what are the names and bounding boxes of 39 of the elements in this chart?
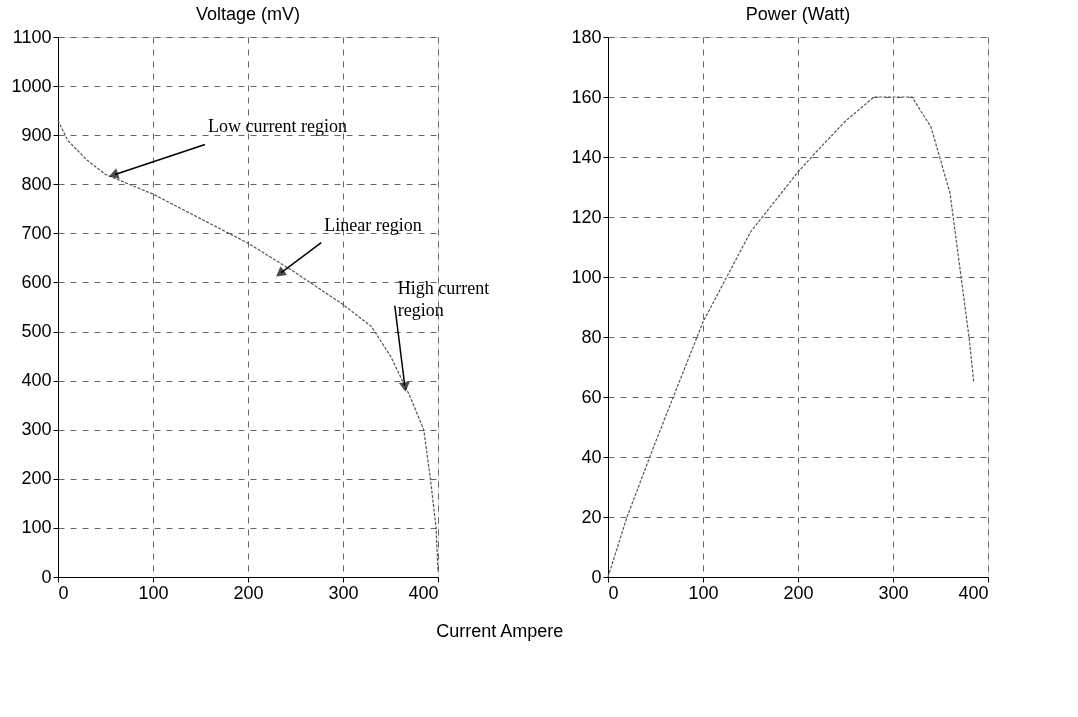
annotation: Linear region: [324, 214, 422, 235]
x-tick-label: 200: [233, 582, 264, 603]
x-tick-label: 100: [688, 582, 719, 603]
y-tick-label: 500: [21, 321, 52, 342]
y-tick-label: 60: [581, 386, 602, 407]
x-tick-label: 200: [783, 582, 814, 603]
y-tick-label: 600: [21, 271, 52, 292]
x-tick-label: 300: [878, 582, 909, 603]
y-tick-label: 800: [21, 173, 52, 194]
y-tick-label: 1100: [12, 26, 52, 47]
y-tick-label: 900: [21, 124, 52, 145]
x-tick-label: 400: [958, 582, 989, 603]
x-tick-label: 0: [608, 582, 619, 603]
y-tick-label: 0: [41, 566, 52, 587]
y-tick-label: 120: [571, 206, 602, 227]
x-tick-label: 300: [328, 582, 359, 603]
y-tick-label: 200: [21, 468, 52, 489]
y-tick-label: 140: [571, 146, 602, 167]
annotation: Low current region: [208, 116, 347, 137]
annotation: High current region: [397, 277, 490, 320]
y-tick-label: 20: [581, 506, 602, 527]
x-tick-label: 0: [58, 582, 69, 603]
chart-title: Power (Watt): [745, 4, 851, 24]
y-tick-label: 300: [21, 419, 52, 440]
y-tick-label: 80: [581, 326, 602, 347]
y-tick-label: 1000: [11, 75, 52, 96]
x-tick-label: 400: [408, 582, 439, 603]
chart-title: Voltage (mV): [195, 4, 301, 24]
y-tick-label: 100: [571, 266, 602, 287]
y-tick-label: 160: [571, 86, 602, 107]
y-tick-label: 400: [21, 370, 52, 391]
y-tick-label: 40: [581, 446, 602, 467]
x-tick-label: 100: [138, 582, 169, 603]
y-tick-label: 180: [571, 26, 602, 47]
y-tick-label: 100: [21, 517, 52, 538]
x-axis-title: Current Ampere: [436, 620, 564, 641]
line-series: [607, 96, 975, 578]
y-tick-label: 0: [591, 566, 602, 587]
y-tick-label: 700: [21, 222, 52, 243]
